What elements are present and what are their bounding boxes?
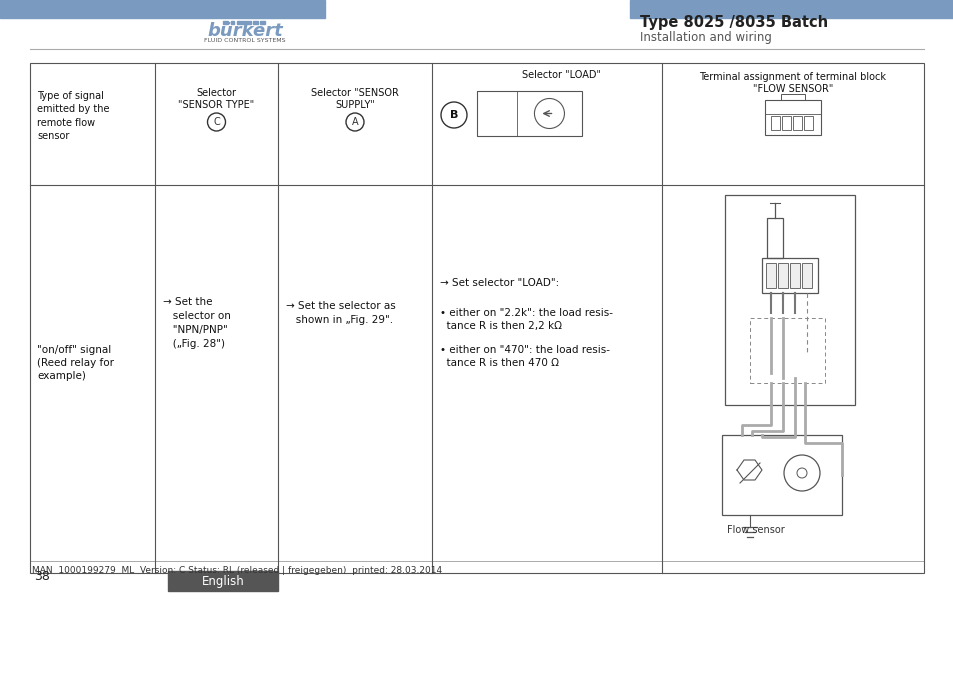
Bar [749,318,824,383]
Text: → Set selector "LOAD":: → Set selector "LOAD": [439,278,558,288]
Text: → Set the selector as
   shown in „Fig. 29".: → Set the selector as shown in „Fig. 29"… [286,301,395,325]
Bar [476,91,517,136]
Bar [781,116,790,130]
Bar [792,116,801,130]
Text: C: C [213,117,219,127]
Bar [789,263,800,288]
Bar [803,116,812,130]
Bar [801,263,811,288]
Bar [781,94,804,100]
Text: Installation and wiring: Installation and wiring [639,32,771,44]
Text: • either on "470": the load resis-
  tance R is then 470 Ω: • either on "470": the load resis- tance… [439,345,609,368]
Text: "FLOW SENSOR": "FLOW SENSOR" [752,84,832,94]
Text: Type 8025 /8035 Batch: Type 8025 /8035 Batch [639,15,827,30]
Text: Selector: Selector [196,88,236,98]
Bar [766,218,782,258]
Text: Flow sensor: Flow sensor [726,525,784,535]
Text: English: English [201,575,244,588]
Bar [231,21,233,24]
Bar [629,0,953,18]
Text: Selector "SENSOR: Selector "SENSOR [311,88,398,98]
Text: → Set the
   selector on
   "NPN/PNP"
   („Fig. 28"): → Set the selector on "NPN/PNP" („Fig. 2… [163,297,231,349]
Bar [253,21,257,24]
Text: bürkert: bürkert [207,22,283,40]
Text: • either on "2.2k": the load resis-
  tance R is then 2,2 kΩ: • either on "2.2k": the load resis- tanc… [439,308,613,331]
Bar [30,63,923,573]
Bar [476,91,581,136]
Text: Selector "LOAD": Selector "LOAD" [522,70,601,80]
Bar [223,21,228,24]
Bar [778,263,787,288]
Bar [761,258,817,293]
Text: MAN  1000199279  ML  Version: C Status: RL (released | freigegeben)  printed: 28: MAN 1000199279 ML Version: C Status: RL … [32,566,441,575]
Bar [764,100,821,135]
Text: A: A [352,117,358,127]
Text: Terminal assignment of terminal block: Terminal assignment of terminal block [699,72,885,82]
Bar [236,21,251,24]
Bar [0,0,325,18]
Text: Type of signal
emitted by the
remote flow
sensor: Type of signal emitted by the remote flo… [37,92,110,141]
Bar [724,195,854,405]
Text: 38: 38 [34,571,50,583]
Bar [168,571,277,591]
Bar [721,435,841,515]
Bar [260,21,265,24]
Bar [765,263,775,288]
Text: "SENSOR TYPE": "SENSOR TYPE" [178,100,254,110]
Text: SUPPLY": SUPPLY" [335,100,375,110]
Bar [770,116,780,130]
Text: B: B [450,110,457,120]
Text: FLUID CONTROL SYSTEMS: FLUID CONTROL SYSTEMS [204,38,286,42]
Text: "on/off" signal
(Reed relay for
example): "on/off" signal (Reed relay for example) [37,345,113,381]
